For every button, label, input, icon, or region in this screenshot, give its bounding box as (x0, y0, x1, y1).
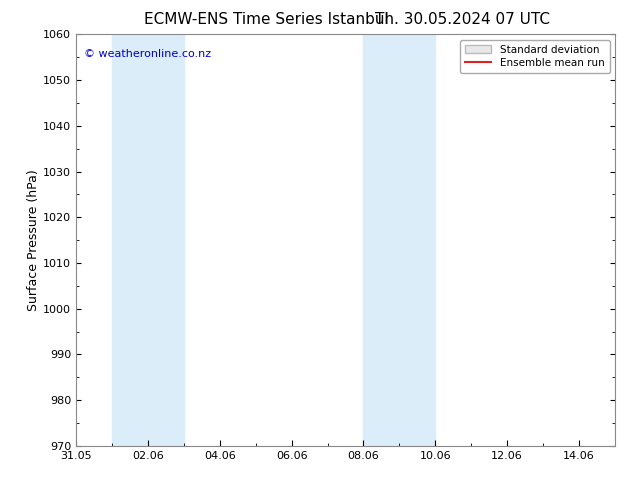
Text: Th. 30.05.2024 07 UTC: Th. 30.05.2024 07 UTC (375, 12, 550, 27)
Legend: Standard deviation, Ensemble mean run: Standard deviation, Ensemble mean run (460, 40, 610, 73)
Text: © weatheronline.co.nz: © weatheronline.co.nz (84, 49, 211, 59)
Text: ECMW-ENS Time Series Istanbul: ECMW-ENS Time Series Istanbul (144, 12, 389, 27)
Y-axis label: Surface Pressure (hPa): Surface Pressure (hPa) (27, 169, 41, 311)
Bar (112, 34, 184, 446)
Bar (363, 34, 436, 446)
